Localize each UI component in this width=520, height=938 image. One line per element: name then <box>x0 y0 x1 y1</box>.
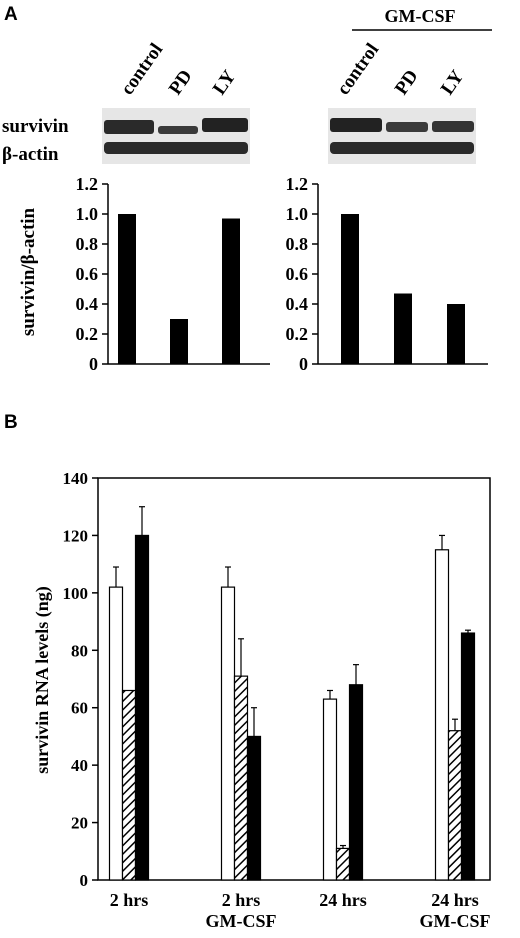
bar-open <box>322 698 338 881</box>
band <box>386 122 428 132</box>
x-category-label: 2 hrs <box>222 890 261 910</box>
blot-background <box>328 108 476 164</box>
band <box>158 126 198 134</box>
y-tick-label: 1.2 <box>76 174 99 194</box>
x-category-label: GM-CSF <box>206 911 277 931</box>
bar-control <box>118 214 136 364</box>
bar-open <box>220 586 236 881</box>
y-tick-label: 0.2 <box>76 324 99 344</box>
blot-background <box>102 108 250 164</box>
bar-hatched <box>447 730 463 881</box>
y-tick-label: 140 <box>63 469 89 488</box>
band <box>104 142 248 154</box>
western-blot-right <box>328 108 476 164</box>
bar-control <box>341 214 359 364</box>
y-tick-label: 1.2 <box>286 174 309 194</box>
lane-label-control-right: control <box>333 40 383 99</box>
y-tick-label: 120 <box>63 526 89 545</box>
blot-row-label-survivin: survivin <box>2 116 69 137</box>
bar-open <box>434 549 450 881</box>
lane-label-ly-left: LY <box>209 66 241 98</box>
x-category-label: GM-CSF <box>420 911 491 931</box>
y-tick-label: 0.6 <box>286 264 309 284</box>
band <box>432 121 474 132</box>
bar-pd <box>394 293 412 364</box>
bar-hatched <box>121 689 137 881</box>
band <box>104 120 154 134</box>
x-category-label: 2 hrs <box>110 890 149 910</box>
y-tick-label: 40 <box>71 756 88 775</box>
y-axis-label: survivin RNA levels (ng) <box>32 586 53 774</box>
lane-label-control-left: control <box>117 40 167 99</box>
panel-a-label: A <box>4 4 18 25</box>
y-tick-label: 0.4 <box>76 294 99 314</box>
y-tick-label: 60 <box>71 699 88 718</box>
y-tick-label: 1.0 <box>76 204 99 224</box>
band <box>330 118 382 132</box>
y-axis-label: survivin/β-actin <box>18 207 39 336</box>
bar-hatched <box>335 847 351 881</box>
y-tick-label: 20 <box>71 814 88 833</box>
y-tick-label: 0.4 <box>286 294 309 314</box>
bar-ly <box>222 218 240 364</box>
y-tick-label: 100 <box>63 584 89 603</box>
y-tick-label: 0.6 <box>76 264 99 284</box>
band <box>202 118 248 132</box>
y-tick-label: 0 <box>299 354 308 374</box>
bar-open <box>108 586 124 881</box>
bar-solid <box>246 735 262 881</box>
y-tick-label: 0.8 <box>286 234 309 254</box>
y-tick-label: 1.0 <box>286 204 309 224</box>
gmcsf-header: GM-CSF <box>385 6 456 26</box>
bar-hatched <box>233 675 249 881</box>
panel-b-label: B <box>4 412 18 433</box>
chart-b: survivin RNA levels (ng) 0 20 40 60 80 100 120… <box>32 469 491 931</box>
bar-ly <box>447 304 465 364</box>
bar-solid <box>348 684 364 881</box>
lane-label-ly-right: LY <box>437 66 469 98</box>
western-blot-left <box>102 108 250 164</box>
y-tick-label: 0.2 <box>286 324 309 344</box>
band <box>330 142 474 154</box>
plot-frame <box>97 477 491 881</box>
x-category-label: 24 hrs <box>319 890 367 910</box>
chart-a-right: 0 0.2 0.4 0.6 0.8 1.0 1.2 <box>286 174 488 374</box>
bar-solid <box>460 632 476 881</box>
bar-pd <box>170 319 188 364</box>
y-tick-label: 80 <box>71 641 88 660</box>
lane-label-pd-right: PD <box>391 66 423 99</box>
y-tick-label: 0 <box>89 354 98 374</box>
x-category-label: 24 hrs <box>431 890 479 910</box>
bar-solid <box>134 534 150 881</box>
blot-row-label-beta-actin: β-actin <box>2 144 59 165</box>
y-tick-label: 0 <box>80 871 89 890</box>
chart-a-left: survivin/β-actin 0 0.2 0.4 0.6 0.8 1.0 1.2 <box>18 174 270 374</box>
y-tick-label: 0.8 <box>76 234 99 254</box>
lane-label-pd-left: PD <box>165 66 197 99</box>
